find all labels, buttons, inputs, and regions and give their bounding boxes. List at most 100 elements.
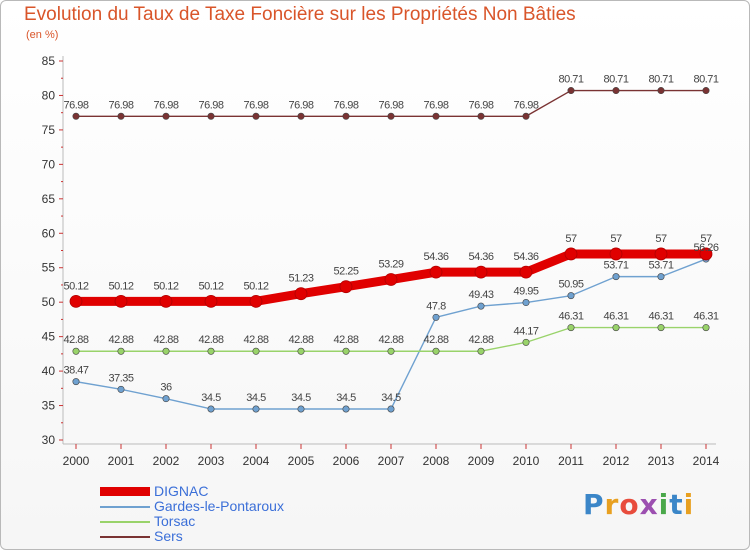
legend-label: Sers <box>154 528 183 544</box>
data-point-gardes-le-pontaroux <box>657 273 665 281</box>
data-label-gardes-le-pontaroux: 53.71 <box>603 260 628 272</box>
data-point-dignac <box>609 247 623 261</box>
data-point-dignac <box>339 280 353 294</box>
data-point-gardes-le-pontaroux <box>567 292 575 300</box>
data-point-torsac <box>702 324 710 332</box>
data-label-gardes-le-pontaroux: 53.71 <box>648 260 673 272</box>
data-point-dignac <box>429 265 443 279</box>
data-label-torsac: 46.31 <box>603 311 628 323</box>
data-point-sers <box>477 112 485 120</box>
data-point-torsac <box>342 347 350 355</box>
data-label-dignac: 52.25 <box>333 266 358 278</box>
data-point-torsac <box>297 347 305 355</box>
legend-swatch <box>100 536 150 538</box>
data-point-gardes-le-pontaroux <box>612 273 620 281</box>
logo-letter: o <box>619 488 640 521</box>
data-label-torsac: 44.17 <box>513 325 538 337</box>
legend-label: DIGNAC <box>154 483 209 499</box>
data-label-sers: 76.98 <box>63 99 88 111</box>
legend-item-sers: Sers <box>100 528 360 544</box>
data-label-dignac: 54.36 <box>423 251 448 263</box>
data-point-torsac <box>207 347 215 355</box>
y-tick-label: 30 <box>42 433 56 447</box>
data-label-dignac: 50.12 <box>108 280 133 292</box>
y-tick-label: 35 <box>42 399 56 413</box>
x-tick-label: 2010 <box>513 454 540 468</box>
y-tick-label: 85 <box>42 54 56 68</box>
data-label-sers: 80.71 <box>648 74 673 86</box>
legend-item-dignac: DIGNAC <box>100 483 360 499</box>
x-tick-label: 2006 <box>333 454 360 468</box>
data-label-torsac: 42.88 <box>333 334 358 346</box>
data-point-torsac <box>657 324 665 332</box>
data-label-gardes-le-pontaroux: 38.47 <box>63 365 88 377</box>
data-label-sers: 76.98 <box>423 99 448 111</box>
data-label-dignac: 50.12 <box>198 280 223 292</box>
x-tick-label: 2000 <box>63 454 90 468</box>
data-label-gardes-le-pontaroux: 34.5 <box>336 392 356 404</box>
logo-letter: i <box>658 488 670 521</box>
data-point-torsac <box>567 324 575 332</box>
y-tick-label: 65 <box>42 192 56 206</box>
data-point-sers <box>297 112 305 120</box>
data-label-torsac: 42.88 <box>288 334 313 346</box>
data-label-gardes-le-pontaroux: 34.5 <box>291 392 311 404</box>
data-label-gardes-le-pontaroux: 34.5 <box>246 392 266 404</box>
data-label-dignac: 54.36 <box>468 251 493 263</box>
y-tick-label: 55 <box>42 261 56 275</box>
x-tick-label: 2013 <box>648 454 675 468</box>
data-label-sers: 76.98 <box>378 99 403 111</box>
y-tick-label: 60 <box>42 226 56 240</box>
x-tick-label: 2007 <box>378 454 405 468</box>
logo-letter: i <box>683 488 695 521</box>
data-point-gardes-le-pontaroux <box>387 405 395 413</box>
legend-swatch <box>100 487 150 496</box>
x-tick-label: 2011 <box>558 454 584 468</box>
data-label-gardes-le-pontaroux: 36 <box>160 382 172 394</box>
data-label-gardes-le-pontaroux: 49.95 <box>513 286 538 298</box>
data-label-sers: 76.98 <box>333 99 358 111</box>
y-tick-label: 75 <box>42 123 56 137</box>
data-label-sers: 76.98 <box>243 99 268 111</box>
data-point-torsac <box>252 347 260 355</box>
chart-legend: DIGNAC Gardes-le-Pontaroux Torsac Sers <box>100 483 360 544</box>
data-point-sers <box>207 112 215 120</box>
data-label-sers: 80.71 <box>603 74 628 86</box>
data-point-gardes-le-pontaroux <box>162 395 170 403</box>
data-label-sers: 76.98 <box>153 99 178 111</box>
data-label-sers: 80.71 <box>693 74 718 86</box>
data-label-gardes-le-pontaroux: 34.5 <box>201 392 221 404</box>
data-point-torsac <box>432 347 440 355</box>
data-point-sers <box>702 87 710 95</box>
logo-letter: t <box>669 488 684 521</box>
data-label-torsac: 42.88 <box>153 334 178 346</box>
data-point-dignac <box>699 247 713 261</box>
data-point-gardes-le-pontaroux <box>72 378 80 386</box>
data-label-sers: 76.98 <box>198 99 223 111</box>
data-label-dignac: 50.12 <box>63 280 88 292</box>
legend-label: Torsac <box>154 513 196 529</box>
data-label-sers: 76.98 <box>468 99 493 111</box>
data-label-torsac: 42.88 <box>378 334 403 346</box>
data-label-gardes-le-pontaroux: 50.95 <box>558 279 583 291</box>
line-chart: 30 35 40 45 50 55 60 65 70 75 80 85 2000 2001 2002 2003… <box>42 54 720 468</box>
data-point-sers <box>387 112 395 120</box>
legend-item-gardes-le-pontaroux: Gardes-le-Pontaroux <box>100 498 360 514</box>
data-point-dignac <box>474 265 488 279</box>
data-label-dignac: 51.23 <box>288 273 313 285</box>
data-point-sers <box>522 112 530 120</box>
data-label-sers: 76.98 <box>108 99 133 111</box>
x-tick-label: 2003 <box>198 454 225 468</box>
data-label-dignac: 57 <box>700 233 712 245</box>
data-label-torsac: 42.88 <box>423 334 448 346</box>
y-tick-label: 70 <box>42 157 56 171</box>
data-label-sers: 76.98 <box>288 99 313 111</box>
data-point-torsac <box>522 338 530 346</box>
data-point-dignac <box>384 273 398 286</box>
data-label-gardes-le-pontaroux: 34.5 <box>381 392 401 404</box>
data-label-dignac: 54.36 <box>513 251 538 263</box>
data-label-torsac: 42.88 <box>108 334 133 346</box>
logo-letter: x <box>639 488 659 521</box>
x-tick-label: 2014 <box>693 454 720 468</box>
data-label-sers: 80.71 <box>558 74 583 86</box>
